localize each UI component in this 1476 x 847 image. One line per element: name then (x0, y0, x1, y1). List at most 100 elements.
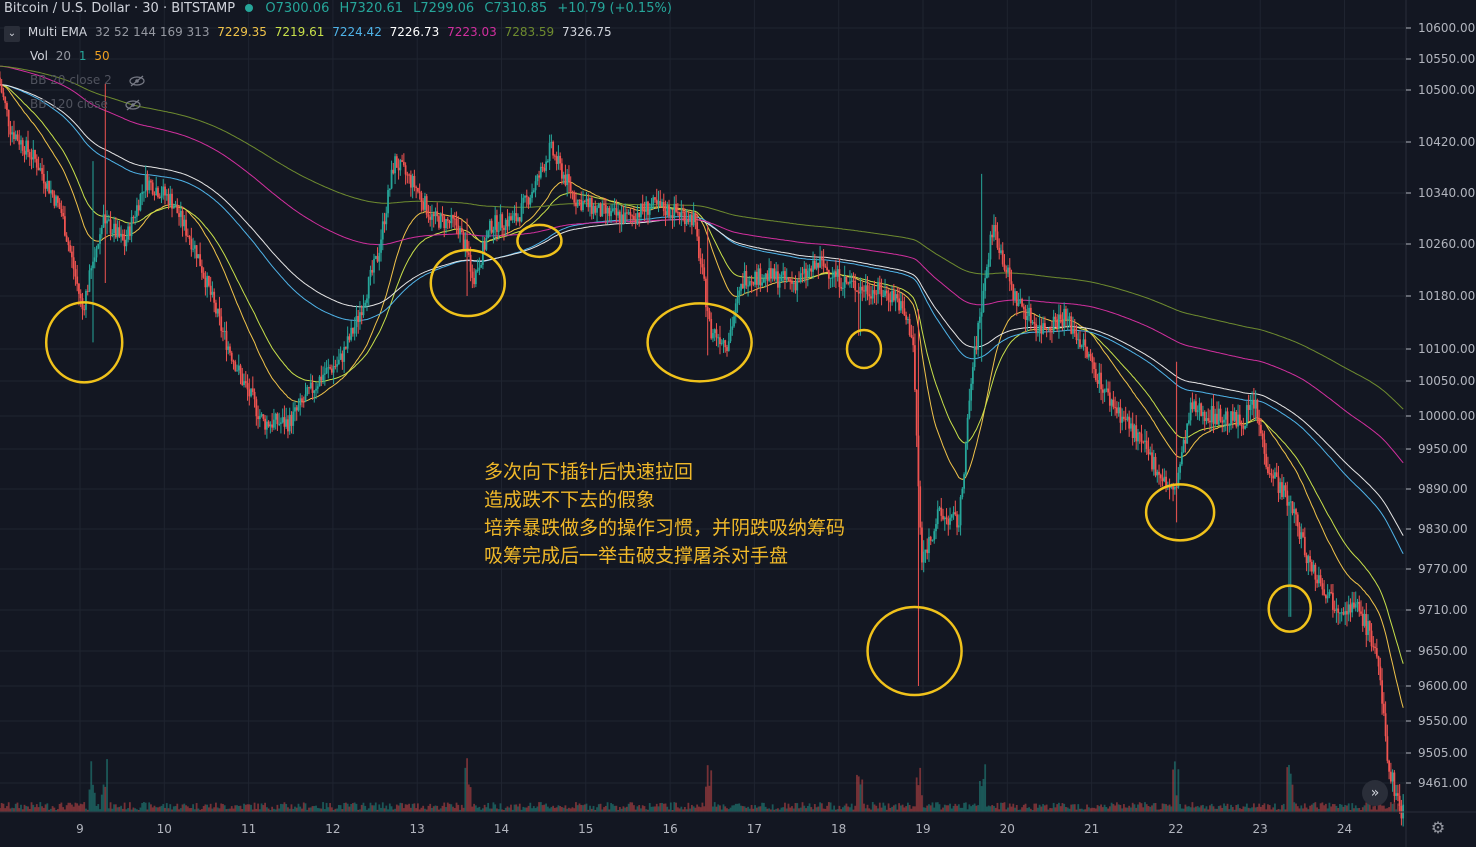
volume-bar (373, 805, 375, 812)
candle-body (417, 187, 419, 192)
volume-bar (157, 807, 159, 812)
candle-body (292, 411, 295, 426)
volume-bar (374, 802, 377, 812)
candle-body (532, 190, 535, 192)
vol-p3: 50 (94, 49, 110, 63)
volume-bar (506, 806, 509, 812)
volume-bar (587, 809, 590, 812)
price-tick-label: 9461.00 (1418, 776, 1468, 790)
candle-body (1367, 621, 1369, 635)
volume-bar (618, 807, 621, 812)
candle-body (692, 212, 695, 226)
volume-bar (1321, 802, 1324, 812)
gear-icon[interactable]: ⚙ (1430, 818, 1446, 837)
volume-bar (1112, 804, 1115, 812)
bb1-legend[interactable]: BB 20 close 2 (30, 72, 146, 88)
bb2-name: BB 120 close (30, 97, 108, 111)
price-axis[interactable]: 10600.0010550.0010500.0010420.0010340.00… (1406, 21, 1475, 790)
volume-bar (633, 805, 635, 812)
volume-bar (1200, 805, 1203, 812)
volume-bar (1066, 807, 1069, 812)
volume-bar (167, 808, 170, 812)
volume-bar (474, 805, 477, 812)
volume-bar (260, 803, 263, 812)
candle-body (158, 197, 161, 199)
annotation-circle (845, 328, 883, 370)
volume-bar (471, 806, 474, 812)
volume-bar (708, 785, 711, 812)
candle-body (755, 271, 758, 285)
candle-body (1205, 418, 1208, 422)
candle-body (171, 193, 173, 209)
double-chevron-right-icon[interactable]: » (1362, 780, 1388, 806)
volume-bar (1073, 804, 1076, 812)
volume-bar (615, 805, 618, 812)
candle-body (489, 220, 491, 231)
candle-body (1121, 416, 1124, 423)
candle-body (840, 286, 843, 289)
candle-body (164, 186, 166, 196)
volume-bar (1326, 808, 1329, 812)
volume-bar (446, 802, 449, 812)
chevron-down-icon[interactable]: ⌄ (4, 26, 20, 42)
candle-body (534, 181, 537, 191)
volume-bar (234, 805, 237, 812)
candle-body (733, 316, 735, 327)
symbol-title[interactable]: Bitcoin / U.S. Dollar · 30 · BITSTAMP (4, 1, 236, 16)
vol-legend[interactable]: Vol 20 1 50 (30, 48, 114, 64)
volume-bar (898, 803, 901, 812)
candle-body (696, 222, 699, 237)
candle-body (1235, 411, 1238, 427)
candle-body (21, 140, 24, 151)
volume-bar (1094, 808, 1097, 812)
candle-body (344, 347, 347, 349)
candle-body (1089, 354, 1092, 357)
volume-bar (192, 804, 195, 812)
volume-bar (121, 808, 124, 812)
candle-body (260, 414, 263, 416)
time-axis[interactable]: 9 10 11 12 13 14 15 16 17 18 19 20 21 22 23 24 (76, 822, 1352, 836)
candle-body (822, 259, 825, 267)
ema-legend[interactable]: ⌄ Multi EMA 32 52 144 169 313 7229.35 72… (4, 24, 616, 42)
candle-body (1172, 486, 1174, 490)
volume-bar (53, 807, 56, 812)
candle-body (694, 212, 697, 223)
candle-body (1058, 314, 1060, 329)
candle-body (945, 517, 948, 520)
volume-bar (1047, 809, 1050, 812)
volume-bar (929, 805, 932, 812)
candle-body (471, 271, 474, 278)
volume-bar (899, 805, 902, 812)
candle-body (1105, 388, 1108, 390)
annotation-circle (429, 248, 507, 318)
candle-body (223, 330, 226, 332)
volume-bar (1177, 769, 1180, 812)
candle-body (508, 216, 511, 227)
candle-body (299, 398, 302, 406)
candle-body (766, 273, 769, 281)
volume-bar (921, 795, 923, 812)
volume-bar (928, 804, 930, 812)
candle-body (443, 216, 446, 229)
candle-body (578, 199, 581, 201)
eye-off-icon[interactable] (128, 75, 146, 87)
vol-p2: 1 (78, 49, 87, 63)
volume-bar (1358, 807, 1361, 812)
volume-bar (1156, 809, 1159, 812)
volume-bar (304, 803, 307, 812)
ema-value-7: 7326.75 (562, 25, 612, 39)
candle-body (552, 141, 555, 156)
eye-off-icon[interactable] (124, 99, 142, 111)
volume-bar (450, 804, 453, 812)
volume-bar (385, 805, 388, 812)
bb2-legend[interactable]: BB 120 close (30, 96, 142, 112)
volume-bar (987, 805, 990, 812)
candle-body (1096, 380, 1099, 384)
candle-body (248, 389, 251, 397)
price-tick-label: 10100.00 (1418, 342, 1475, 356)
volume-bar (661, 802, 663, 812)
volume-bar (773, 809, 776, 812)
candle-body (424, 196, 426, 210)
candle-body (330, 368, 333, 373)
